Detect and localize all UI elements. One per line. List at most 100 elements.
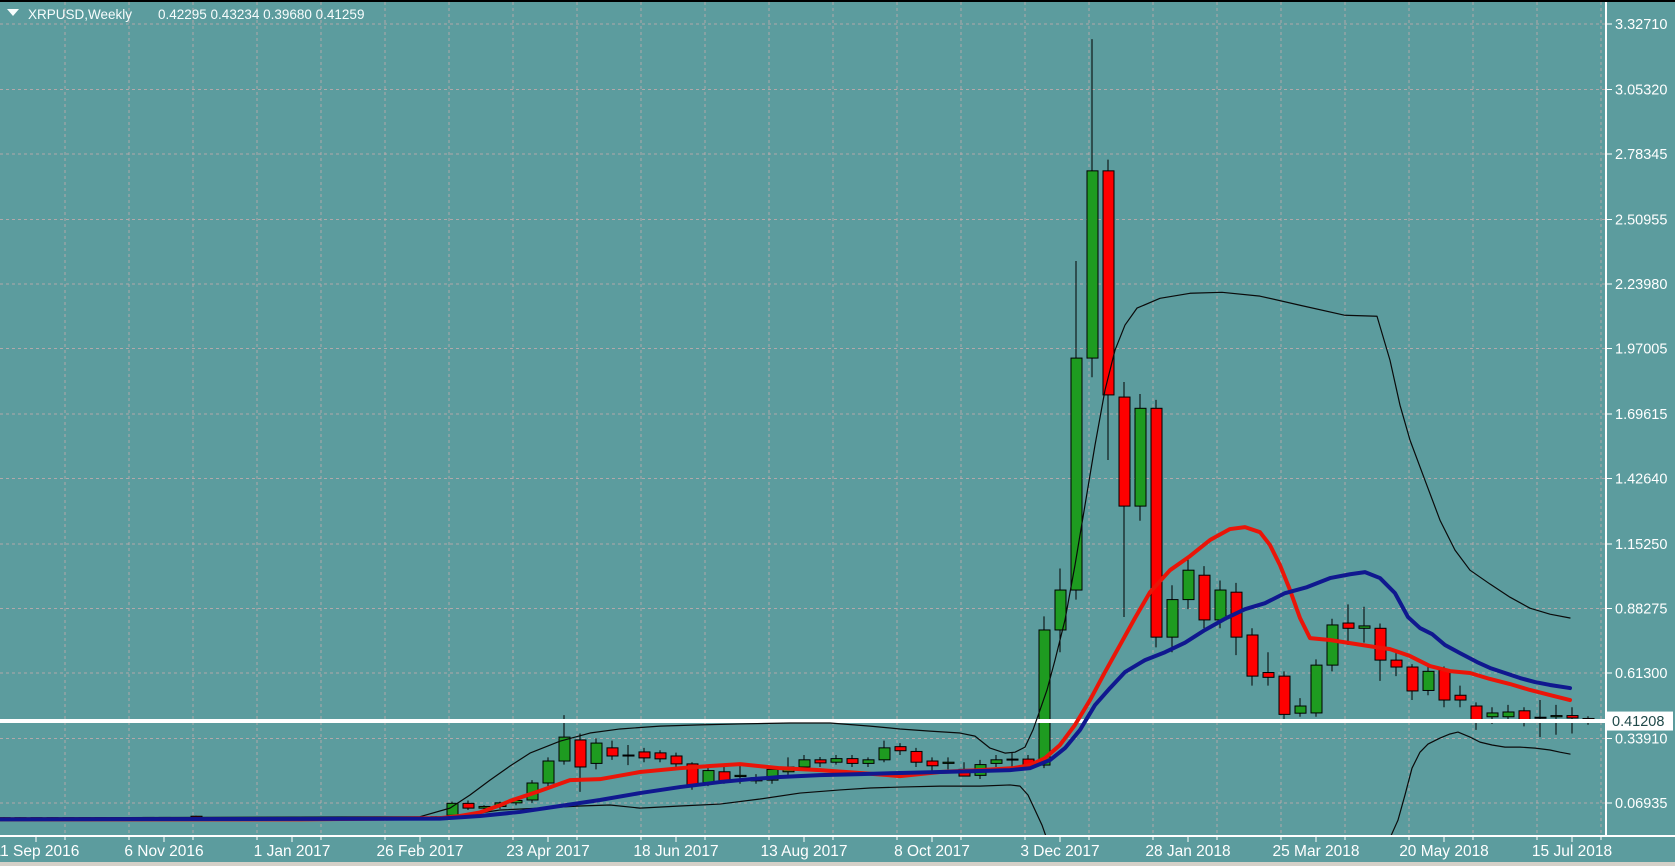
price-axis[interactable]: 3.32710 3.05320 2.78345 2.50955 2.23980 1.970… — [1606, 17, 1673, 812]
candle-body-down — [894, 746, 907, 752]
chart-title-symbol: XRPUSD,Weekly — [28, 7, 132, 22]
candle — [670, 752, 683, 767]
price-axis-label: 0.33910 — [1615, 732, 1667, 748]
candle — [654, 750, 667, 763]
time-axis-label: 8 Oct 2017 — [894, 843, 970, 860]
ma-slow-blue-line — [0, 570, 1572, 822]
candle-body-down — [1278, 675, 1291, 715]
candle-body-down — [1454, 694, 1467, 701]
candle — [1118, 381, 1131, 618]
time-axis-label: 28 Jan 2018 — [1145, 843, 1230, 860]
candle — [1422, 664, 1435, 696]
time-axis-label: 1 Jan 2017 — [254, 843, 331, 860]
candle — [1102, 159, 1115, 460]
price-axis-label: 2.23980 — [1615, 277, 1667, 293]
candle-body-down — [1118, 396, 1131, 507]
candle — [894, 743, 907, 756]
current-price-tag-label: 0.41208 — [1612, 714, 1664, 730]
candle — [1166, 585, 1179, 653]
candle-body-up — [942, 761, 955, 764]
candle — [638, 747, 651, 763]
time-axis-label: 11 Sep 2016 — [0, 843, 79, 860]
candle — [1182, 558, 1195, 610]
time-axis-label: 25 Mar 2018 — [1272, 843, 1359, 860]
candle — [1150, 399, 1163, 648]
candle — [622, 744, 635, 766]
candle-body-up — [878, 747, 891, 761]
candle-body-down — [1150, 407, 1163, 638]
candle-body-down — [846, 758, 859, 764]
candle — [1534, 700, 1547, 738]
price-axis-label: 1.97005 — [1615, 342, 1667, 358]
candle-body-down — [1342, 622, 1355, 629]
candle-body-up — [1486, 712, 1499, 718]
candle-body-up — [1070, 357, 1083, 591]
triangle-down-icon[interactable] — [7, 9, 19, 16]
axis-frame — [0, 2, 1675, 837]
candle-body-up — [1006, 758, 1019, 761]
bollinger-bands — [0, 291, 1571, 836]
candle-body-up — [590, 742, 603, 764]
candle-body-down — [926, 760, 939, 767]
candle-body-up — [1502, 711, 1515, 718]
chart-title: XRPUSD,Weekly 0.42295 0.43234 0.39680 0.… — [7, 7, 364, 22]
window-bottom-strip — [0, 862, 1675, 866]
candle — [910, 747, 923, 767]
candle — [990, 755, 1003, 767]
candle-body-up — [1534, 716, 1547, 719]
candle — [574, 733, 587, 792]
price-axis-label: 1.42640 — [1615, 472, 1667, 488]
candle-body-down — [462, 802, 475, 809]
candle — [830, 755, 843, 765]
time-axis-label: 26 Feb 2017 — [376, 843, 463, 860]
time-axis-label: 15 Jul 2018 — [1532, 843, 1612, 860]
candle — [878, 740, 891, 763]
price-axis-label: 3.05320 — [1615, 82, 1667, 98]
candle-body-up — [1422, 670, 1435, 691]
price-axis-label: 2.50955 — [1615, 212, 1667, 228]
candle — [1326, 618, 1339, 672]
candle-body-up — [1358, 625, 1371, 629]
candle-body-up — [702, 770, 715, 784]
candle-body-up — [990, 759, 1003, 764]
candle — [1342, 604, 1355, 646]
candle-body-down — [1262, 672, 1275, 678]
time-axis-label: 20 May 2018 — [1399, 843, 1489, 860]
candle-body-down — [574, 739, 587, 768]
candle-body-down — [1470, 705, 1483, 721]
candle-body-up — [734, 774, 747, 778]
time-axis-label: 23 Apr 2017 — [506, 843, 590, 860]
candle — [846, 755, 859, 767]
candle-body-down — [670, 755, 683, 765]
candle — [1294, 698, 1307, 717]
candle-body-up — [1550, 715, 1563, 718]
candle-body-down — [606, 747, 619, 757]
time-axis[interactable]: 11 Sep 2016 6 Nov 2016 1 Jan 2017 26 Feb 20… — [0, 836, 1612, 860]
candle — [1262, 652, 1275, 686]
candle-body-down — [814, 759, 827, 764]
candle — [1070, 260, 1083, 600]
candle-body-up — [830, 758, 843, 763]
candle — [1134, 393, 1147, 521]
time-axis-label: 6 Nov 2016 — [124, 843, 203, 860]
candle — [1454, 685, 1467, 708]
candle-body-up — [1214, 589, 1227, 621]
candle-body-up — [1310, 664, 1323, 714]
candle — [926, 757, 939, 772]
time-axis-label: 18 Jun 2017 — [633, 843, 718, 860]
candle-body-up — [1054, 589, 1067, 631]
time-axis-label: 13 Aug 2017 — [760, 843, 847, 860]
candle-body-up — [446, 802, 459, 816]
window-top-border — [0, 0, 1675, 2]
ma-fast-red-line — [0, 525, 1572, 822]
candle-body-down — [1438, 669, 1451, 701]
candle — [1406, 664, 1419, 701]
candle-body-up — [1086, 170, 1099, 359]
candle-body-down — [654, 752, 667, 760]
candle — [1310, 659, 1323, 717]
price-axis-label: 3.32710 — [1615, 17, 1667, 33]
candle — [1390, 652, 1403, 677]
candle — [814, 756, 827, 767]
